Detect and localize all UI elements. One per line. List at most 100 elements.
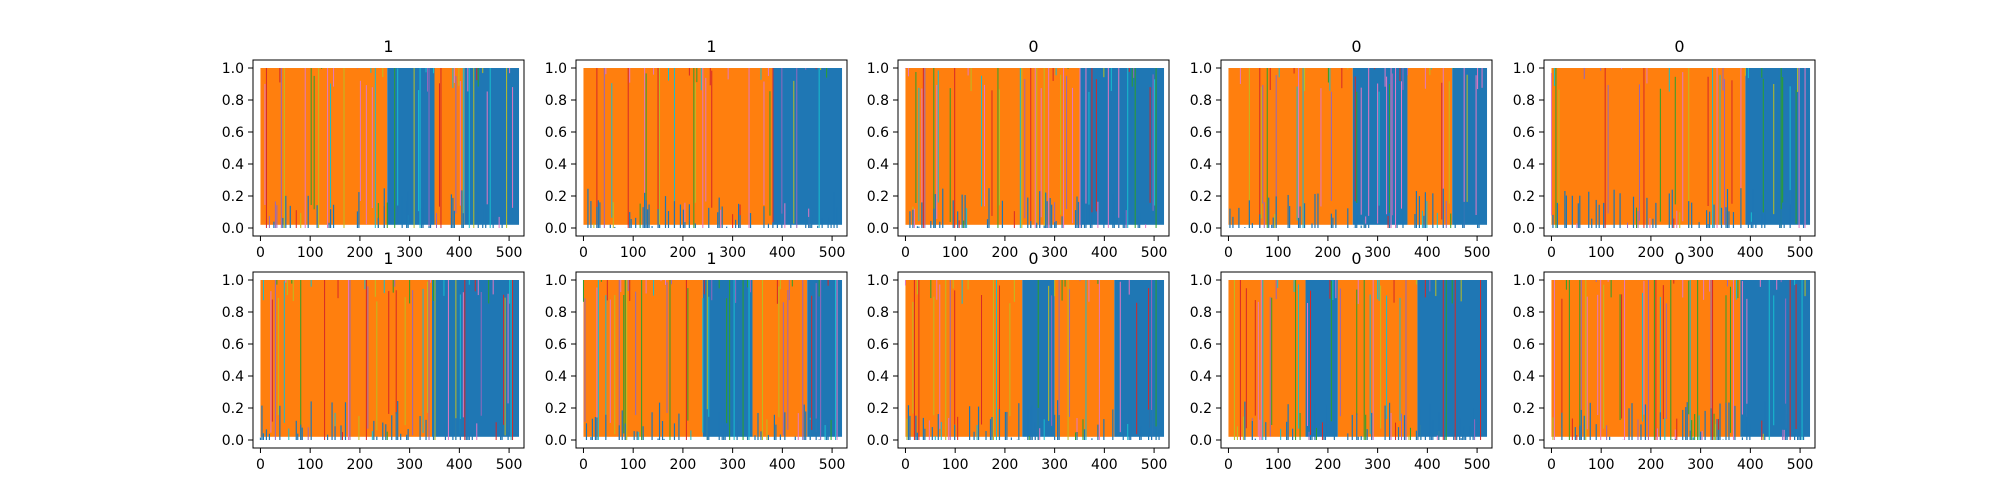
x-tick-label: 500 (819, 245, 846, 261)
x-tick-label: 200 (992, 457, 1019, 473)
x-tick-label: 300 (396, 457, 423, 473)
x-tick-label: 400 (1414, 457, 1441, 473)
minor-series (582, 280, 838, 440)
x-tick-label: 200 (670, 457, 697, 473)
series-fill (583, 68, 773, 225)
y-tick-label: 0.6 (222, 337, 244, 353)
plot-area (260, 68, 520, 228)
series-segment-2 (432, 280, 520, 437)
x-tick-label: 100 (942, 457, 969, 473)
x-tick-label: 100 (942, 245, 969, 261)
y-tick-label: 0.2 (545, 401, 567, 417)
y-tick-label: 0.6 (867, 337, 889, 353)
axes-frame (1220, 271, 1493, 449)
subplot-title: 1 (706, 249, 716, 268)
y-tick-label: 0.2 (867, 189, 889, 205)
y-tick-label: 0.6 (1513, 125, 1535, 141)
y-tick-label: 0.4 (222, 369, 244, 385)
x-tick-label: 0 (901, 245, 910, 261)
series-segment-2 (1740, 280, 1811, 437)
y-tick-label: 0.2 (867, 401, 889, 417)
series-segment-1 (1228, 280, 1306, 437)
x-tick-label: 500 (819, 457, 846, 473)
y-tick-label: 0.4 (867, 157, 889, 173)
subplot-title: 0 (1028, 249, 1038, 268)
y-tick-label: 1.0 (867, 273, 889, 289)
y-tick-label: 0.8 (867, 305, 889, 321)
series-fill (432, 280, 520, 437)
y-tick-label: 0.8 (1513, 305, 1535, 321)
subplot-title: 0 (1674, 249, 1684, 268)
x-tick-label: 200 (347, 245, 374, 261)
x-tick-label: 500 (1787, 457, 1814, 473)
subplot-9: 0 100 200 300 400 500 0.0 0.2 0.4 0.6 0.8 1.0 0 (1190, 249, 1493, 473)
y-tick-label: 0.4 (1513, 369, 1535, 385)
series-fill (260, 280, 433, 437)
series-fill (1228, 280, 1306, 437)
x-tick-label: 0 (1547, 245, 1556, 261)
series-segment-1 (1228, 68, 1353, 225)
y-tick-label: 0.6 (867, 125, 889, 141)
subplot-title: 0 (1351, 37, 1361, 56)
plot-area (582, 280, 843, 440)
plot-area (1550, 68, 1811, 228)
x-tick-label: 100 (620, 457, 647, 473)
y-tick-label: 0.0 (867, 433, 889, 449)
y-tick-label: 0.6 (1190, 337, 1212, 353)
subplot-1: 0 100 200 300 400 500 0.0 0.2 0.4 0.6 0.8 1.0 1 (222, 37, 525, 261)
y-tick-label: 1.0 (545, 273, 567, 289)
x-tick-label: 400 (446, 457, 473, 473)
subplot-8: 0 100 200 300 400 500 0.0 0.2 0.4 0.6 0.8 1.0 0 (867, 249, 1170, 473)
y-tick-label: 0.4 (1513, 157, 1535, 173)
y-tick-label: 0.2 (222, 189, 244, 205)
subplot-title: 1 (383, 249, 393, 268)
x-tick-label: 300 (1364, 457, 1391, 473)
x-tick-label: 500 (1464, 245, 1491, 261)
y-tick-label: 1.0 (222, 273, 244, 289)
y-tick-label: 1.0 (1513, 273, 1535, 289)
y-tick-label: 0.6 (1513, 337, 1535, 353)
minor-series (259, 280, 514, 440)
y-tick-label: 0.0 (1513, 221, 1535, 237)
y-tick-label: 0.0 (1513, 433, 1535, 449)
subplot-title: 0 (1028, 37, 1038, 56)
x-tick-label: 0 (1224, 245, 1233, 261)
subplot-title: 0 (1351, 249, 1361, 268)
plot-area (904, 280, 1165, 440)
y-tick-label: 0.0 (1190, 433, 1212, 449)
x-tick-label: 400 (1414, 245, 1441, 261)
x-tick-label: 0 (256, 245, 265, 261)
series-segment-1 (1551, 68, 1746, 225)
series-fill (1407, 68, 1453, 225)
axes-frame (1543, 59, 1816, 237)
axes-frame (897, 59, 1170, 237)
y-tick-label: 0.2 (1190, 401, 1212, 417)
subplot-5: 0 100 200 300 400 500 0.0 0.2 0.4 0.6 0.8 1.0 0 (1513, 37, 1816, 261)
y-tick-label: 0.8 (222, 93, 244, 109)
plot-area (904, 68, 1165, 228)
plot-area (1228, 68, 1488, 228)
subplot-title: 1 (706, 37, 716, 56)
y-tick-label: 0.4 (867, 369, 889, 385)
y-tick-label: 0.8 (867, 93, 889, 109)
x-tick-label: 100 (1588, 245, 1615, 261)
y-tick-label: 0.0 (545, 433, 567, 449)
y-tick-label: 0.4 (222, 157, 244, 173)
x-tick-label: 0 (579, 245, 588, 261)
series-segment-3 (1407, 68, 1453, 225)
x-tick-label: 300 (1041, 457, 1068, 473)
x-tick-label: 0 (579, 457, 588, 473)
x-tick-label: 0 (256, 457, 265, 473)
series-fill (464, 68, 520, 225)
axes-frame (1543, 271, 1816, 449)
series-fill (1337, 280, 1418, 437)
axes-frame (252, 271, 525, 449)
series-fill (1452, 68, 1488, 225)
subplot-7: 0 100 200 300 400 500 0.0 0.2 0.4 0.6 0.8 1.0 1 (545, 249, 848, 473)
y-tick-label: 0.8 (1513, 93, 1535, 109)
series-fill (1740, 280, 1811, 437)
series-segment-4 (464, 68, 520, 225)
y-tick-label: 0.8 (1190, 93, 1212, 109)
axes-frame (575, 271, 848, 449)
y-tick-label: 0.6 (222, 125, 244, 141)
